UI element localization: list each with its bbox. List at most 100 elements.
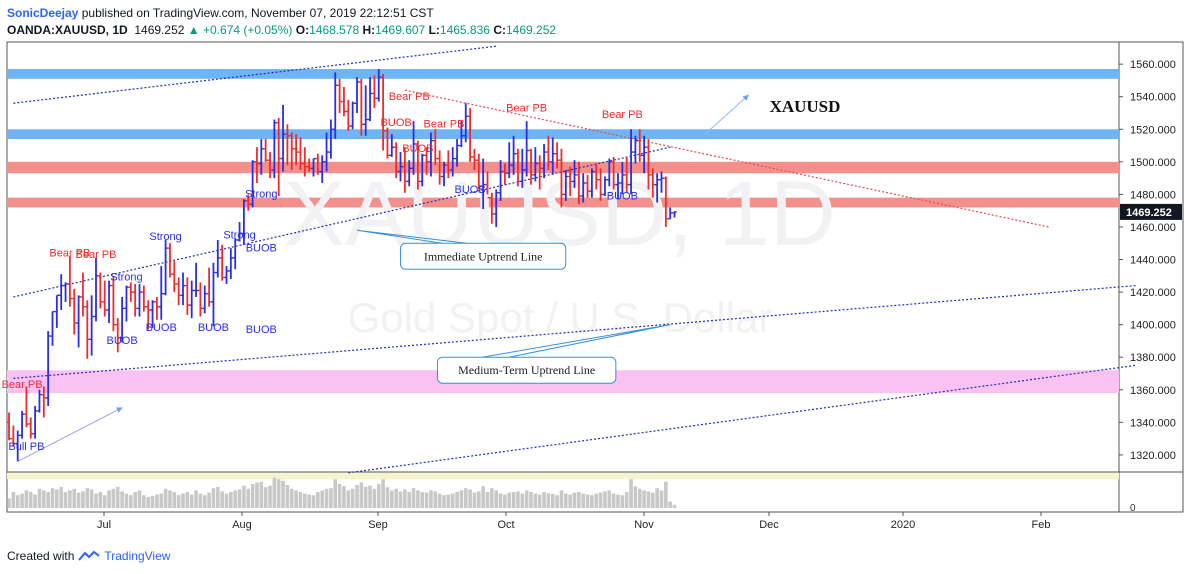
candle — [380, 73, 386, 151]
candle — [141, 285, 147, 312]
candle — [489, 192, 495, 224]
volume-bar — [129, 495, 133, 508]
volume-bar — [616, 494, 620, 508]
volume-bar — [233, 490, 237, 508]
candle — [567, 166, 573, 197]
candle — [654, 173, 660, 203]
volume-bar — [89, 489, 94, 508]
volume-bar — [15, 495, 20, 508]
candle — [393, 142, 399, 179]
volume-bar — [646, 491, 651, 508]
candle — [6, 412, 12, 441]
volume-bar — [289, 488, 294, 508]
candle — [150, 300, 155, 328]
candle — [620, 161, 625, 195]
author-name[interactable]: SonicDeejay — [7, 6, 79, 20]
candle — [167, 243, 173, 278]
volume-bar — [11, 492, 16, 508]
volume-bar — [629, 479, 633, 508]
candle — [280, 104, 286, 172]
candle — [298, 137, 303, 170]
price-tick-label: 1420.000 — [1130, 287, 1176, 299]
candle — [641, 135, 647, 174]
candle — [350, 101, 355, 130]
close-value: 1469.252 — [505, 23, 557, 37]
callout-box — [436, 356, 617, 384]
volume-bar — [394, 488, 398, 508]
volume-bar — [607, 490, 612, 508]
volume-bar — [81, 491, 85, 508]
candle — [337, 78, 342, 113]
close-label: C: — [493, 23, 506, 37]
price-tick-label: 1320.000 — [1130, 450, 1176, 462]
volume-bar — [468, 489, 472, 508]
candle — [193, 262, 199, 297]
volume-bar — [59, 486, 63, 508]
volume-bar — [403, 489, 407, 508]
volume-bar — [146, 496, 150, 508]
candle — [341, 86, 347, 117]
volume-bar — [507, 492, 512, 508]
candle — [624, 156, 629, 193]
volume-bar — [355, 484, 359, 508]
volume-bar — [285, 484, 290, 508]
candle — [333, 72, 338, 140]
pattern-label: Bear PB — [2, 379, 43, 391]
volume-bar — [276, 479, 281, 508]
candle — [498, 160, 503, 201]
volume-bar — [115, 486, 120, 508]
volume-bar — [37, 488, 42, 508]
candle — [302, 147, 307, 177]
volume-bar — [211, 488, 216, 508]
candle — [224, 266, 229, 284]
candle — [663, 176, 669, 227]
volume-bar — [390, 490, 394, 508]
callout-pointer — [481, 324, 671, 358]
volume-bar — [359, 482, 364, 508]
candle — [202, 285, 207, 314]
candle — [172, 261, 177, 293]
volume-bar — [255, 482, 259, 508]
candle — [19, 410, 25, 439]
volume-bar — [533, 493, 538, 508]
volume-bar — [124, 493, 129, 508]
created-with-text: Created with — [7, 549, 75, 563]
volume-bar — [33, 494, 37, 508]
volume-bar — [120, 491, 124, 508]
candle — [289, 132, 294, 170]
candle — [233, 238, 238, 270]
tradingview-brand[interactable]: TradingView — [104, 549, 171, 563]
pattern-label: Bear PB — [506, 102, 547, 114]
tradingview-logo-icon — [78, 550, 100, 561]
volume-bar — [294, 490, 298, 508]
candle — [59, 274, 64, 310]
callout-pointer — [356, 229, 467, 244]
candle — [459, 121, 464, 148]
volume-bar — [229, 492, 233, 508]
volume-bar — [185, 492, 190, 508]
candle — [611, 156, 616, 190]
candle — [367, 77, 373, 122]
candle — [485, 171, 490, 199]
published-text: published on TradingView.com, November 0… — [81, 6, 434, 20]
candle — [359, 78, 364, 136]
blue-zone — [7, 129, 1119, 140]
candle — [467, 108, 473, 162]
symbol-label[interactable]: OANDA:XAUUSD, 1D — [7, 23, 128, 37]
callout-box — [400, 242, 567, 270]
price-tick-label: 1460.000 — [1130, 222, 1176, 234]
volume-bar — [137, 490, 142, 508]
candle — [89, 295, 94, 356]
candle — [215, 239, 220, 278]
volume-bar — [555, 495, 559, 508]
volume-bar — [620, 495, 625, 508]
candle — [659, 171, 664, 193]
candle — [402, 147, 408, 193]
volume-bar — [172, 492, 177, 508]
trend-line — [404, 89, 1049, 228]
candle — [494, 189, 499, 227]
candle — [450, 147, 455, 177]
pattern-label: BUOB — [146, 322, 177, 334]
candle — [154, 296, 160, 320]
